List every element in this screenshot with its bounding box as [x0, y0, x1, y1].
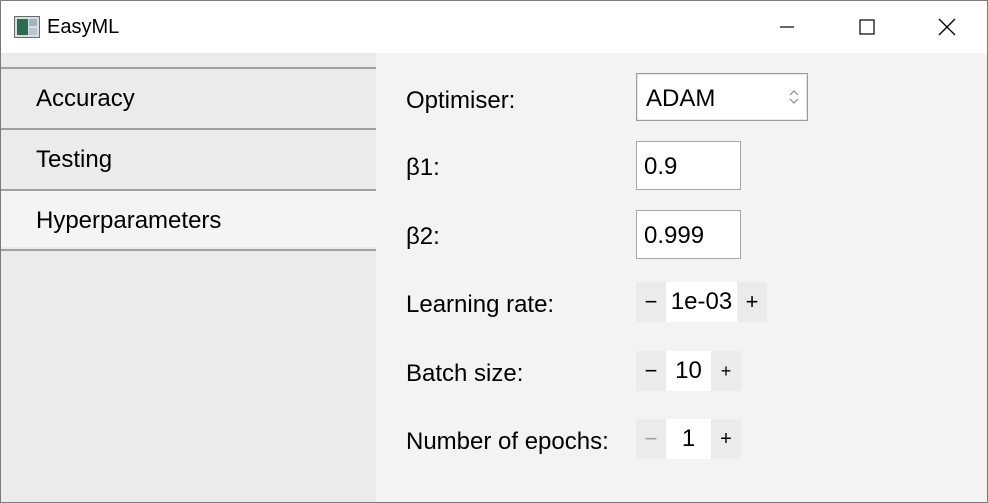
sidebar: Accuracy Testing Hyperparameters [1, 53, 376, 502]
learning-rate-decrement-button[interactable]: − [644, 289, 658, 314]
sidebar-item-label: Hyperparameters [36, 207, 222, 234]
updown-chevron-icon [789, 90, 799, 104]
sidebar-divider [1, 249, 376, 251]
batch-size-increment-button[interactable]: + [720, 360, 732, 381]
learning-rate-stepper: − 1e-03 + [636, 282, 767, 322]
batch-size-label: Batch size: [406, 360, 524, 387]
learning-rate-value[interactable]: 1e-03 [666, 282, 737, 322]
close-button[interactable] [907, 1, 987, 53]
maximize-icon [859, 19, 875, 35]
window-title: EasyML [47, 16, 120, 38]
epochs-stepper: − 1 + [636, 419, 741, 459]
minimize-icon [780, 26, 794, 28]
maximize-button[interactable] [827, 1, 907, 53]
beta1-value: 0.9 [644, 153, 678, 180]
epochs-label: Number of epochs: [406, 428, 609, 455]
hyperparameters-panel: Optimiser: ADAM β1: 0.9 β2: 0.999 Learni… [376, 53, 987, 502]
beta2-input[interactable]: 0.999 [636, 210, 741, 259]
close-icon [938, 18, 956, 36]
beta2-label: β2: [406, 223, 440, 250]
batch-size-value[interactable]: 10 [666, 351, 711, 391]
beta1-label: β1: [406, 154, 440, 181]
learning-rate-increment-button[interactable]: + [745, 289, 759, 314]
sidebar-item-testing[interactable]: Testing [1, 128, 376, 186]
epochs-increment-button[interactable]: + [720, 427, 732, 450]
app-icon [14, 16, 40, 38]
beta1-input[interactable]: 0.9 [636, 141, 741, 190]
optimiser-value: ADAM [646, 85, 716, 112]
title-bar[interactable]: EasyML [1, 1, 987, 53]
beta2-value: 0.999 [644, 222, 705, 249]
minimize-button[interactable] [747, 1, 827, 53]
sidebar-item-label: Accuracy [36, 85, 135, 112]
epochs-decrement-button[interactable]: − [644, 426, 658, 451]
learning-rate-label: Learning rate: [406, 291, 555, 318]
optimiser-select[interactable]: ADAM [636, 73, 808, 121]
batch-size-stepper: − 10 + [636, 351, 741, 391]
batch-size-decrement-button[interactable]: − [644, 358, 658, 383]
sidebar-item-label: Testing [36, 146, 113, 173]
optimiser-label: Optimiser: [406, 87, 516, 114]
sidebar-item-hyperparameters[interactable]: Hyperparameters [1, 189, 376, 247]
sidebar-item-accuracy[interactable]: Accuracy [1, 67, 376, 125]
epochs-value[interactable]: 1 [666, 419, 711, 459]
